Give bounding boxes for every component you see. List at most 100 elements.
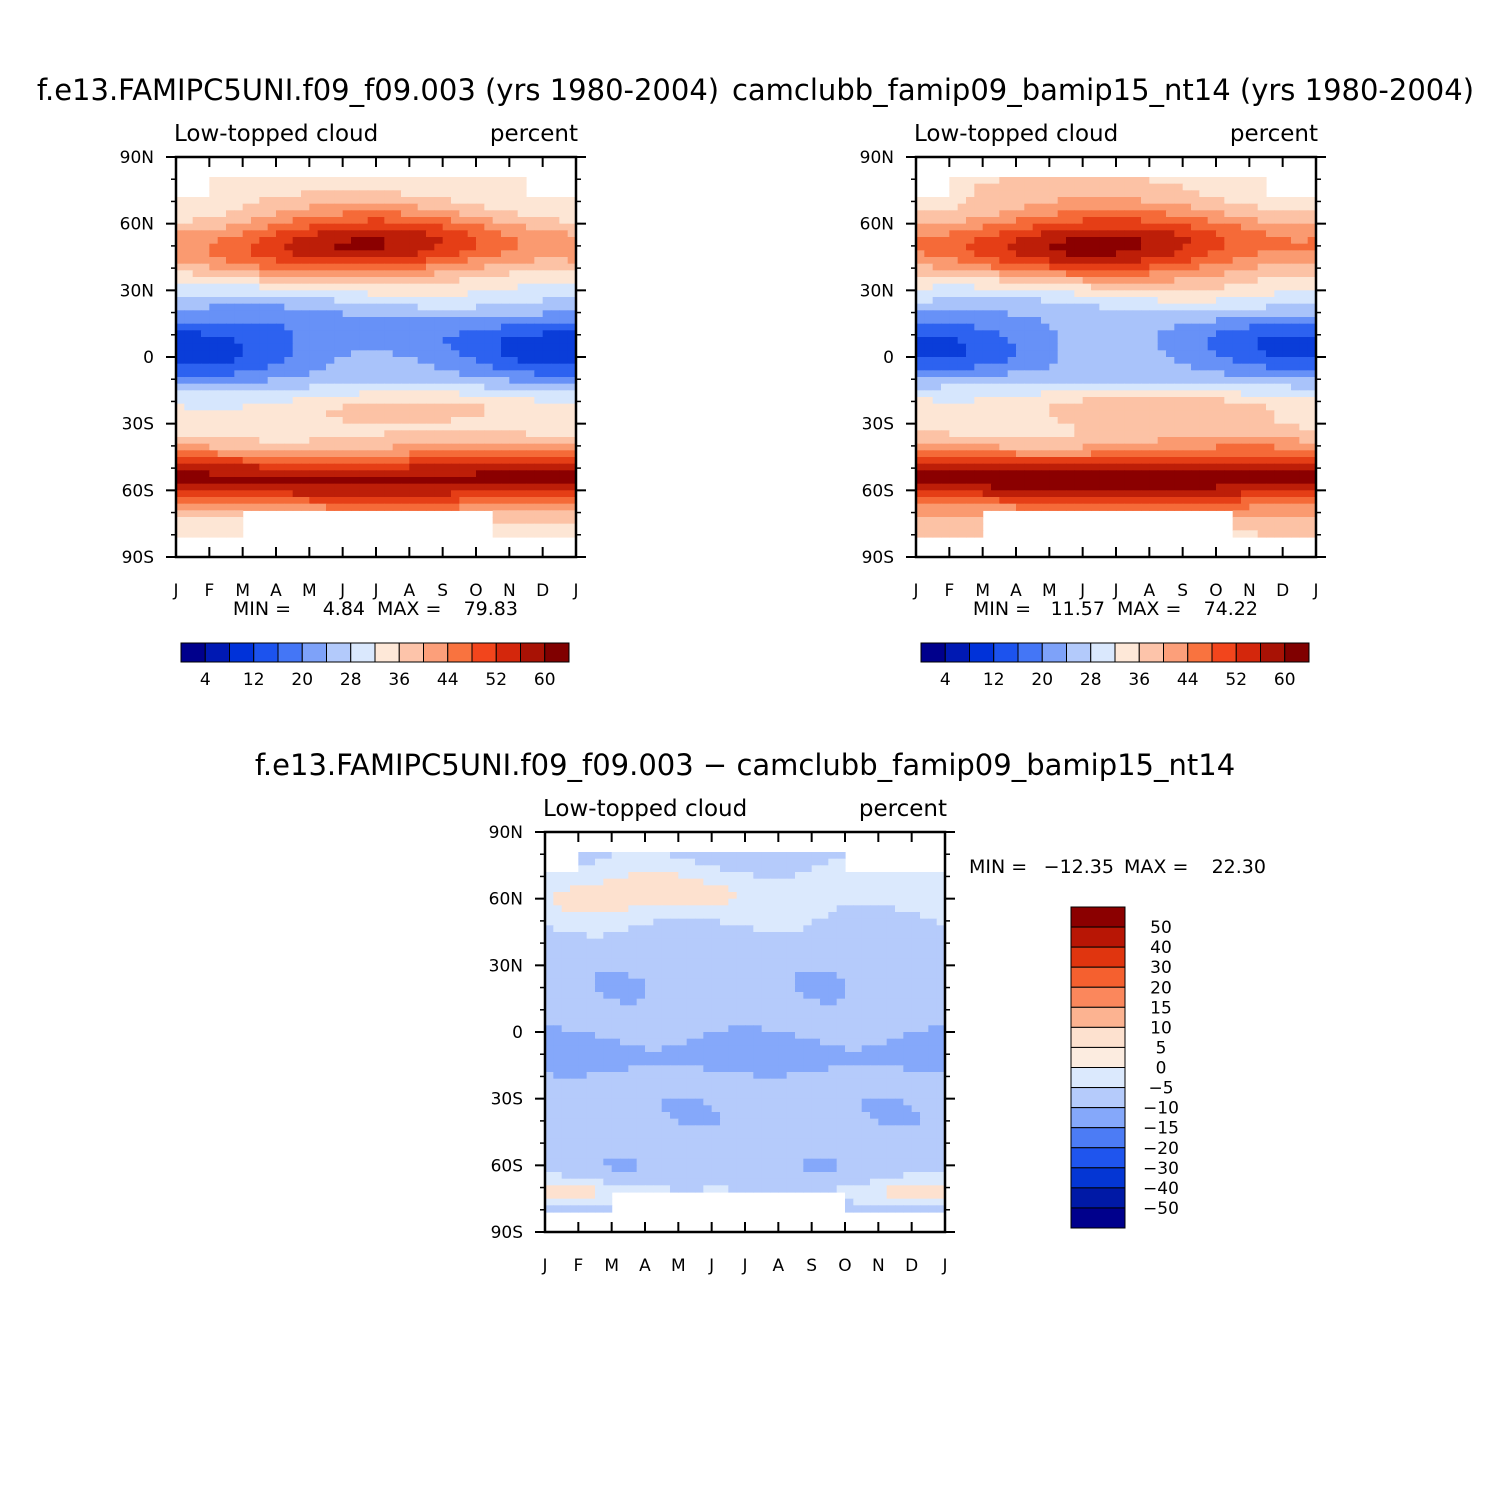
heatmap-cell [534, 463, 544, 471]
heatmap-cell [542, 357, 552, 365]
heatmap-cell [982, 477, 992, 485]
heatmap-cell [284, 303, 294, 311]
heatmap-cell [401, 437, 410, 445]
heatmap-cell [267, 257, 277, 265]
heatmap-cell [359, 323, 369, 331]
heatmap-cell [551, 477, 560, 485]
heatmap-cell [1299, 477, 1309, 485]
heatmap-cell [1091, 350, 1100, 358]
heatmap-cell [351, 350, 360, 358]
heatmap-cell [276, 483, 285, 491]
heatmap-cell [1049, 443, 1059, 451]
heatmap-cell [367, 237, 377, 245]
heatmap-cell [484, 343, 494, 351]
heatmap-cell [301, 370, 310, 378]
heatmap-cell [459, 383, 469, 391]
heatmap-cell [1091, 357, 1100, 365]
heatmap-cell [1166, 297, 1175, 305]
heatmap-cell [434, 197, 444, 205]
heatmap-cell [351, 197, 360, 205]
heatmap-cell [209, 230, 219, 238]
heatmap-cell [1049, 323, 1059, 331]
heatmap-cell [267, 310, 277, 318]
heatmap-cell [317, 257, 327, 265]
heatmap-cell [426, 250, 435, 258]
heatmap-cell [184, 490, 194, 498]
heatmap-cell [1149, 423, 1159, 431]
heatmap-cell [292, 290, 302, 298]
heatmap-cell [509, 317, 519, 325]
heatmap-cell [966, 417, 975, 425]
heatmap-cell [949, 217, 959, 225]
heatmap-cell [309, 317, 319, 325]
heatmap-cell [426, 343, 435, 351]
heatmap-cell [1257, 383, 1267, 391]
heatmap-cell [234, 490, 244, 498]
heatmap-cell [367, 270, 377, 278]
heatmap-cell [276, 237, 285, 245]
heatmap-cell [1199, 383, 1209, 391]
heatmap-cell [1007, 283, 1017, 291]
heatmap-cell [1024, 450, 1034, 458]
heatmap-cell [1166, 230, 1175, 238]
heatmap-cell [982, 337, 992, 345]
heatmap-cell [974, 430, 984, 438]
heatmap-cell [1091, 503, 1100, 511]
heatmap-cell [201, 343, 210, 351]
heatmap-cell [359, 397, 369, 405]
heatmap-cell [941, 443, 950, 451]
heatmap-cell [1016, 430, 1025, 438]
heatmap-cell [517, 517, 527, 525]
heatmap-cell [1016, 290, 1025, 298]
heatmap-cell [1016, 457, 1025, 465]
heatmap-cell [1116, 223, 1125, 231]
heatmap-cell [417, 217, 427, 225]
heatmap-cell [292, 337, 302, 345]
heatmap-cell [941, 463, 950, 471]
heatmap-cell [284, 343, 294, 351]
heatmap-cell [1024, 343, 1034, 351]
heatmap-cell [1232, 330, 1242, 338]
heatmap-cell [1132, 370, 1142, 378]
heatmap-cell [1307, 463, 1317, 471]
heatmap-cell [1091, 403, 1100, 411]
heatmap-cell [1224, 237, 1234, 245]
heatmap-cell [966, 330, 975, 338]
heatmap-cell [559, 430, 569, 438]
heatmap-cell [1291, 357, 1300, 365]
heatmap-cell [401, 370, 410, 378]
heatmap-cell [1141, 383, 1150, 391]
heatmap-cell [251, 257, 260, 265]
heatmap-cell [1282, 397, 1292, 405]
heatmap-cell [334, 403, 344, 411]
heatmap-cell [501, 370, 510, 378]
heatmap-cell [501, 483, 510, 491]
heatmap-cell [542, 223, 552, 231]
heatmap-cell [1082, 383, 1092, 391]
heatmap-cell [334, 243, 344, 251]
heatmap-cell [509, 503, 519, 511]
heatmap-cell [1307, 363, 1317, 371]
heatmap-cell [467, 290, 477, 298]
heatmap-cell [1082, 470, 1092, 478]
heatmap-cell [176, 257, 185, 265]
heatmap-cell [1257, 330, 1267, 338]
heatmap-cell [932, 437, 942, 445]
heatmap-cell [184, 270, 194, 278]
heatmap-cell [351, 417, 360, 425]
heatmap-cell [426, 257, 435, 265]
heatmap-cell [974, 330, 984, 338]
heatmap-cell [1257, 223, 1267, 231]
heatmap-cell [1041, 210, 1050, 218]
heatmap-cell [1291, 250, 1300, 258]
heatmap-cell [392, 370, 402, 378]
heatmap-cell [467, 197, 477, 205]
heatmap-cell [1007, 290, 1017, 298]
heatmap-cell [342, 190, 352, 198]
heatmap-cell [949, 423, 959, 431]
heatmap-cell [1007, 317, 1017, 325]
heatmap-cell [392, 183, 402, 191]
heatmap-cell [284, 217, 294, 225]
heatmap-cell [1166, 270, 1175, 278]
heatmap-cell [1091, 463, 1100, 471]
